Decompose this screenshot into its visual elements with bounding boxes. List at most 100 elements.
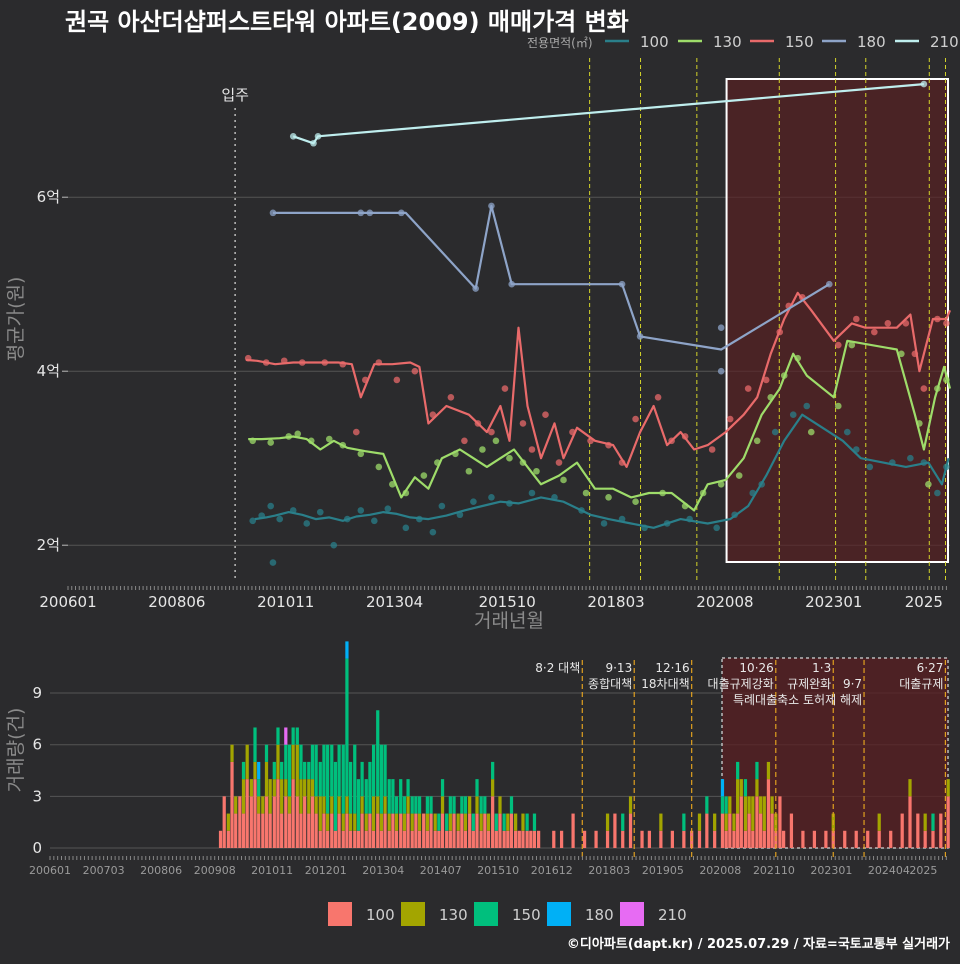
volume-bar [559,830,564,848]
data-point [762,376,770,384]
volume-bar [445,813,449,831]
volume-bar [333,830,338,848]
volume-bar [452,796,456,814]
x-tick-label: 200806 [148,593,205,611]
volume-bar [866,830,870,848]
volume-bar [394,830,399,848]
volume-bar [322,744,326,797]
volume-bar [475,779,479,797]
volume-bar [613,813,617,848]
legend-key-210 [620,902,644,926]
policy-event-label: 6·27 [917,661,944,675]
volume-bar [491,779,495,797]
volume-bar [261,813,265,848]
volume-bar [532,813,537,831]
volume-bar [946,779,950,797]
volume-bar [889,830,893,848]
volume-bar [743,779,748,797]
volume-bar [463,830,468,848]
data-point [898,350,905,358]
x-tick-label: 201304 [362,864,404,877]
x-tick-label: 200601 [29,864,71,877]
volume-bar [448,830,452,848]
x-tick-label: 2025 [905,593,943,611]
volume-bar [946,796,950,848]
legend-label-180: 180 [585,906,614,924]
data-point [713,524,720,532]
volume-bar [287,813,292,848]
volume-bar [697,813,702,831]
volume-bar [391,779,395,814]
volume-bar [307,761,311,780]
volume-bar [399,779,403,814]
legend-label-150: 150 [785,33,814,51]
volume-bar [743,830,748,848]
data-point [884,320,892,327]
volume-bar [276,779,280,848]
volume-bar [264,796,269,848]
series-points-100 [249,402,950,566]
volume-bar [456,813,460,831]
data-point [267,502,275,510]
volume-bar [291,779,295,848]
volume-bar [387,830,391,848]
move-in-label: 입주 [221,86,249,104]
volume-bar [417,830,422,848]
volume-bar [923,830,927,848]
volume-bar [514,830,518,848]
volume-bar [257,813,261,848]
x-tick-label: 201803 [587,593,644,611]
volume-bar [939,813,943,848]
volume-bar [429,796,433,814]
volume-bar [330,744,334,797]
volume-bar [348,813,353,831]
volume-bar [402,830,407,848]
volume-bar [410,830,414,848]
data-point [708,446,716,453]
volume-bar [299,779,303,814]
data-point [371,517,378,525]
volume-bar [762,796,766,831]
volume-bar [747,813,751,848]
volume-bar [697,830,702,848]
legend-key-180 [547,902,571,926]
price-panel: 2억 4억 6억 200601 200806 201011 201304 201510 2018… [5,58,952,632]
x-tick-label: 200806 [140,864,182,877]
data-point [925,481,932,488]
volume-bar [647,830,652,848]
data-point [717,324,725,332]
volume-bar [287,796,292,814]
volume-bar [923,813,927,831]
data-point [375,463,383,471]
volume-bar [391,813,395,848]
volume-bar [249,779,253,797]
series-line-180 [273,204,830,351]
volume-bar [371,796,376,831]
volume-bar [226,813,230,831]
volume-bar [789,813,794,848]
volume-bar [448,813,452,831]
volume-bar [272,779,276,797]
volume-bar [759,813,763,848]
volume-bar [755,796,759,848]
policy-event-label: 대출규제 [899,677,943,691]
volume-bar [326,744,330,814]
volume-bar [908,796,912,848]
legend-key-130 [401,902,425,926]
volume-bar [425,830,429,848]
volume-bar [383,796,387,814]
volume-bar [257,796,261,814]
volume-bar [330,813,334,848]
volume-bar [425,796,429,814]
volume-bar [720,779,725,797]
volume-bar [433,830,437,848]
data-point [420,472,428,479]
volume-bar [728,796,732,814]
volume-bar [318,830,322,848]
volume-bar [471,813,475,831]
data-point [492,437,500,445]
data-point [479,446,486,453]
data-point [920,385,928,392]
volume-bar [751,796,755,831]
volume-bar [356,779,361,831]
